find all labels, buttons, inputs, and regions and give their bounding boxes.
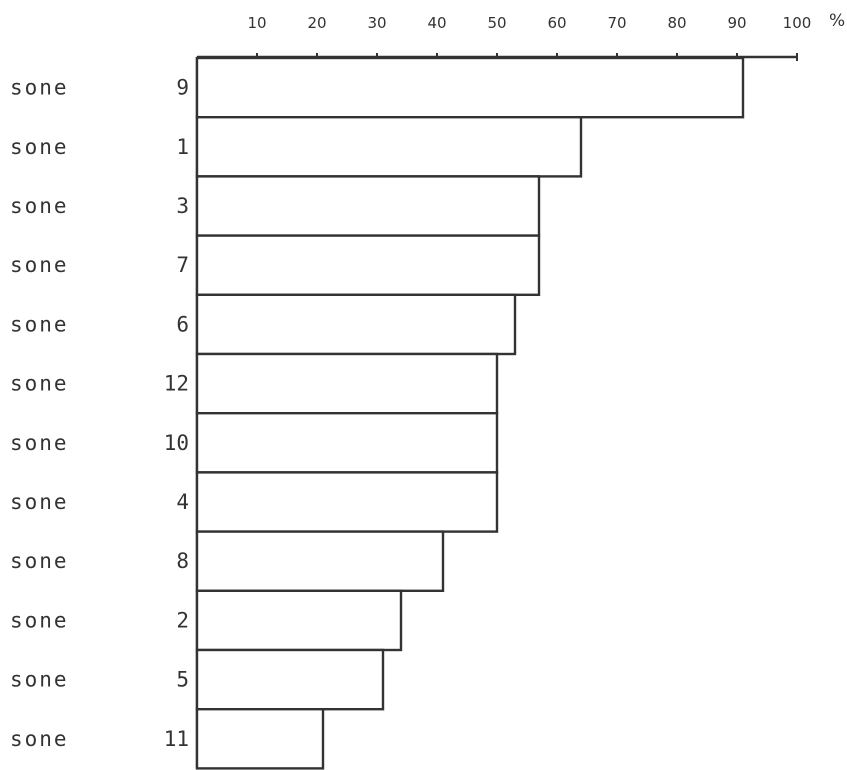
x-tick-label: 40 — [427, 14, 446, 32]
x-axis-unit-label: % — [829, 11, 845, 31]
bar — [195, 234, 541, 297]
x-tick-label: 90 — [727, 14, 746, 32]
bar — [195, 648, 385, 711]
category-label-number: 10 — [164, 431, 189, 455]
x-tick-label: 50 — [487, 14, 506, 32]
category-label-word: sone — [10, 549, 69, 573]
category-label-word: sone — [10, 668, 69, 692]
category-label-number: 2 — [176, 608, 189, 632]
bar — [195, 293, 517, 356]
category-labels: sone 9 sone 1 sone 3 sone 7 sone 6 sone 12 sone 10 son… — [10, 76, 189, 751]
x-tick-label: 20 — [307, 14, 326, 32]
category-label-word: sone — [10, 312, 69, 336]
category-label-word: sone — [10, 76, 69, 100]
bar — [195, 412, 499, 474]
category-label-number: 8 — [176, 549, 189, 573]
x-tick-label: 80 — [667, 14, 686, 32]
x-tick-label: 30 — [367, 14, 386, 32]
category-label-word: sone — [10, 194, 69, 218]
bar — [195, 56, 745, 119]
x-tick-label: 70 — [607, 14, 626, 32]
category-label-number: 3 — [176, 194, 189, 218]
category-label-number: 12 — [164, 372, 189, 396]
category-label-word: sone — [10, 135, 69, 159]
bar — [195, 115, 583, 178]
category-label-number: 9 — [176, 76, 189, 100]
category-label-number: 1 — [176, 135, 189, 159]
x-tick-label: 100 — [783, 14, 812, 32]
x-tick-label: 10 — [247, 14, 266, 32]
category-label-word: sone — [10, 727, 69, 751]
category-label-number: 11 — [164, 727, 189, 751]
category-label-number: 6 — [176, 312, 189, 336]
category-label-number: 4 — [176, 490, 189, 514]
bar — [195, 471, 499, 533]
bar — [195, 589, 403, 652]
bar — [195, 352, 499, 415]
category-label-word: sone — [10, 372, 69, 396]
category-label-number: 7 — [176, 253, 189, 277]
bars — [195, 56, 745, 770]
bar — [195, 530, 445, 592]
category-label-number: 5 — [176, 668, 189, 692]
category-label-word: sone — [10, 608, 69, 632]
bar — [195, 708, 325, 770]
category-label-word: sone — [10, 253, 69, 277]
category-label-word: sone — [10, 490, 69, 514]
x-tick-label: 60 — [547, 14, 566, 32]
category-label-word: sone — [10, 431, 69, 455]
bar — [195, 175, 541, 237]
